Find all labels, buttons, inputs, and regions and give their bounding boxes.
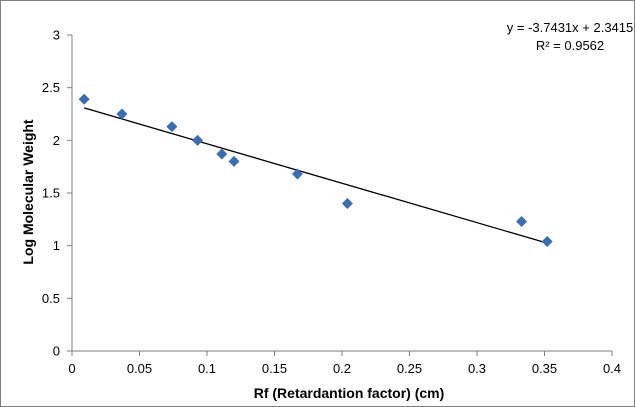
data-points (78, 93, 553, 247)
x-tick-label: 0 (68, 361, 75, 376)
x-tick-label: 0.15 (262, 361, 287, 376)
data-point-marker (291, 168, 303, 180)
data-point-marker (341, 198, 353, 210)
y-axis-title: Log Molecular Weight (20, 119, 36, 265)
x-axis-title: Rf (Retardantion factor) (cm) (254, 385, 445, 401)
y-tick-label: 3 (53, 28, 60, 43)
y-tick-labels: 0 0.5 1 1.5 2 2.5 3 (42, 28, 60, 359)
data-point-marker (78, 93, 90, 105)
y-tick-label: 1.5 (42, 186, 60, 201)
x-tick-label: 0.35 (532, 361, 557, 376)
y-tick-label: 1 (53, 238, 60, 253)
x-tick-label: 0.1 (198, 361, 216, 376)
data-point-marker (541, 235, 553, 247)
x-tick-label: 0.4 (603, 361, 621, 376)
x-tick-labels: 0 0.05 0.1 0.15 0.2 0.25 0.3 0.35 0.4 (68, 361, 621, 376)
data-point-marker (516, 215, 528, 227)
axes (67, 34, 613, 356)
data-point-marker (192, 134, 204, 146)
y-tick-label: 2.5 (42, 80, 60, 95)
trendline-equation: y = -3.7431x + 2.3415 (507, 20, 633, 35)
data-point-marker (166, 121, 178, 133)
trendline-group (83, 107, 548, 244)
x-tick-label: 0.05 (127, 361, 152, 376)
y-tick-label: 0 (53, 344, 60, 359)
x-tick-label: 0.25 (397, 361, 422, 376)
data-point-marker (116, 108, 128, 120)
x-tick-label: 0.3 (468, 361, 486, 376)
data-point-marker (228, 155, 240, 167)
data-point-marker (216, 148, 228, 160)
y-tick-label: 2 (53, 133, 60, 148)
r-squared-label: R² = 0.9562 (536, 38, 604, 53)
x-tick-label: 0.2 (333, 361, 351, 376)
y-tick-label: 0.5 (42, 291, 60, 306)
linear-trendline (83, 107, 548, 244)
